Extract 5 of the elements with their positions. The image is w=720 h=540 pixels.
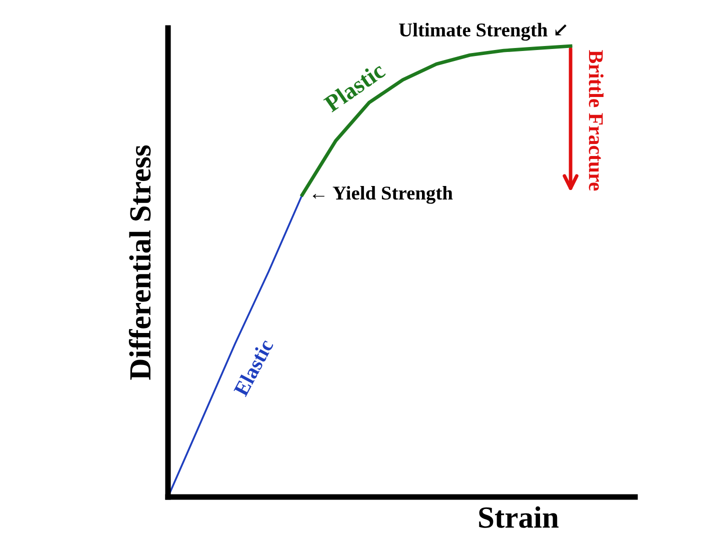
annotation: ← Yield Strength [312, 186, 453, 204]
x-axis-title: Strain [479, 506, 559, 528]
text: Ultimate Strength ↙ [399, 22, 566, 41]
y-axis-title: Differential Stress [128, 145, 151, 380]
text: Brittle Fracture [588, 50, 604, 191]
